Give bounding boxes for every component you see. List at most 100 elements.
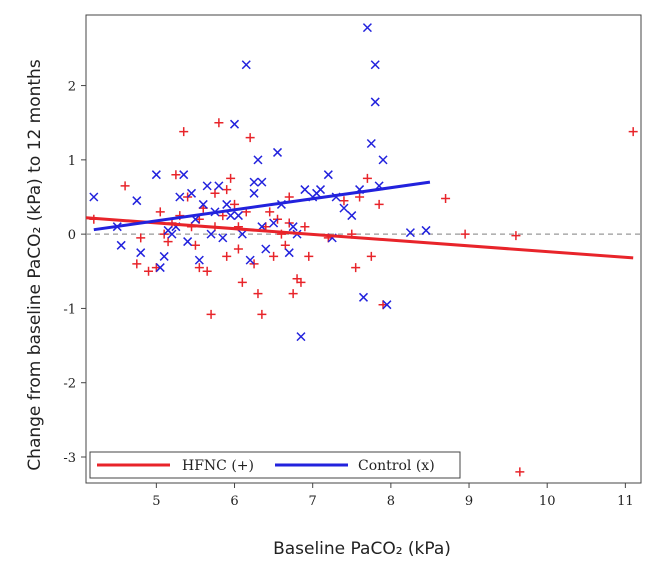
hfnc-plus-marker xyxy=(280,240,290,250)
x-tick-label: 5 xyxy=(152,494,160,509)
control-x-marker xyxy=(155,263,165,273)
control-x-marker xyxy=(300,185,310,195)
control-x-marker xyxy=(159,251,169,261)
control-x-marker xyxy=(214,181,224,191)
hfnc-plus-marker xyxy=(163,237,173,247)
control-x-marker xyxy=(151,170,161,180)
hfnc-plus-marker xyxy=(351,263,361,273)
plot-area xyxy=(85,14,642,484)
hfnc-plus-marker xyxy=(296,277,306,287)
hfnc-plus-marker xyxy=(460,229,470,239)
hfnc-plus-marker xyxy=(362,173,372,183)
control-x-marker xyxy=(245,255,255,265)
control-x-marker xyxy=(261,244,271,254)
control-x-marker xyxy=(257,177,267,187)
control-x-marker xyxy=(382,300,392,310)
control-x-marker xyxy=(175,192,185,202)
control-x-marker xyxy=(136,248,146,258)
control-x-marker xyxy=(323,170,333,180)
legend-label-control: Control (x) xyxy=(358,458,435,474)
hfnc-plus-marker xyxy=(230,199,240,209)
x-axis-title: Baseline PaCO₂ (kPa) xyxy=(273,539,451,559)
control-x-marker xyxy=(229,119,240,129)
hfnc-fit-line xyxy=(85,216,634,260)
control-x-marker xyxy=(218,233,228,243)
hfnc-plus-marker xyxy=(339,196,349,206)
control-x-marker xyxy=(116,240,126,250)
control-x-marker xyxy=(347,211,357,221)
hfnc-plus-marker xyxy=(257,309,267,319)
hfnc-plus-marker xyxy=(237,277,247,287)
x-tick-label: 10 xyxy=(539,494,556,509)
hfnc-plus-marker xyxy=(222,251,232,261)
control-x-marker xyxy=(370,97,380,107)
y-axis-ticks: -3 -2 -1 0 1 2 xyxy=(63,80,86,466)
control-x-marker xyxy=(366,138,376,149)
control-x-marker xyxy=(253,155,263,165)
control-x-marker xyxy=(198,199,208,209)
control-x-marker xyxy=(249,188,259,198)
y-tick-label: 0 xyxy=(68,228,76,243)
hfnc-plus-marker xyxy=(132,259,142,269)
hfnc-plus-marker xyxy=(265,207,275,217)
x-tick-label: 7 xyxy=(309,494,317,509)
control-x-marker xyxy=(222,199,232,209)
y-tick-label: -3 xyxy=(63,451,76,466)
control-x-marker xyxy=(194,255,204,265)
y-axis-title: Change from baseline PaCO₂ (kPa) to 12 m… xyxy=(25,59,45,471)
hfnc-plus-marker xyxy=(171,170,181,180)
legend: HFNC (+) Control (x) xyxy=(89,451,461,479)
hfnc-plus-marker xyxy=(253,289,263,299)
control-x-marker xyxy=(249,177,259,187)
control-x-marker xyxy=(269,218,279,228)
control-x-marker xyxy=(296,332,306,342)
control-x-marker xyxy=(163,225,173,235)
x-tick-label: 8 xyxy=(387,494,395,509)
y-tick-label: 2 xyxy=(68,80,76,95)
control-x-marker xyxy=(206,229,216,239)
hfnc-plus-marker xyxy=(355,192,365,202)
hfnc-plus-marker xyxy=(179,127,189,137)
legend-label-hfnc: HFNC (+) xyxy=(182,458,254,474)
x-tick-label: 11 xyxy=(617,494,634,509)
hfnc-plus-marker xyxy=(245,133,255,143)
hfnc-plus-marker xyxy=(300,222,310,232)
hfnc-plus-marker xyxy=(226,173,236,183)
hfnc-plus-marker xyxy=(206,309,216,319)
control-x-marker xyxy=(237,229,247,239)
hfnc-plus-marker xyxy=(284,192,294,202)
control-x-marker xyxy=(89,192,99,202)
y-tick-label: -1 xyxy=(63,302,76,317)
hfnc-plus-marker xyxy=(374,199,384,209)
hfnc-plus-marker xyxy=(515,467,525,477)
hfnc-plus-marker xyxy=(155,207,165,217)
hfnc-plus-marker xyxy=(202,266,212,276)
control-x-marker xyxy=(202,181,212,191)
control-x-marker xyxy=(132,196,142,206)
regression-lines xyxy=(85,180,634,260)
hfnc-plus-marker xyxy=(222,185,232,195)
hfnc-plus-marker xyxy=(120,181,130,191)
control-x-marker xyxy=(370,60,380,70)
control-x-marker xyxy=(183,237,193,247)
hfnc-plus-marker xyxy=(210,188,220,198)
data-points xyxy=(89,23,638,477)
control-x-marker xyxy=(233,211,243,221)
hfnc-plus-marker xyxy=(269,251,279,261)
y-tick-label: -2 xyxy=(63,377,76,392)
hfnc-plus-marker xyxy=(441,193,451,203)
hfnc-plus-marker xyxy=(304,251,314,261)
control-x-marker xyxy=(186,188,197,198)
control-x-marker xyxy=(226,211,236,221)
hfnc-plus-marker xyxy=(144,266,154,276)
control-x-marker xyxy=(339,203,349,213)
hfnc-plus-marker xyxy=(194,263,204,273)
control-x-marker xyxy=(358,292,369,302)
control-x-marker xyxy=(284,248,294,258)
hfnc-plus-marker xyxy=(366,251,376,261)
control-fit-line xyxy=(93,180,431,232)
control-x-marker xyxy=(315,185,326,195)
x-tick-label: 9 xyxy=(465,494,473,509)
control-x-marker xyxy=(378,155,388,165)
hfnc-plus-marker xyxy=(288,289,298,299)
